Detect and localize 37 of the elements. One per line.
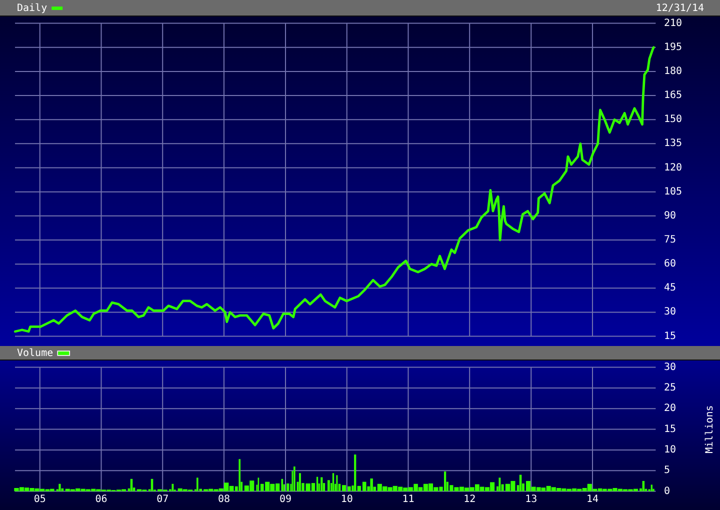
x-tick-label: 07: [156, 494, 169, 505]
y-tick-label: 0: [664, 486, 670, 497]
y-tick-label: 15: [664, 424, 676, 435]
legend-label: Daily: [17, 2, 48, 14]
y-tick-label: 60: [664, 258, 676, 270]
legend-label: Volume: [17, 348, 54, 359]
x-tick-label: 11: [402, 494, 414, 505]
text: 12/31/14: [656, 2, 704, 14]
x-tick-label: 05: [34, 494, 46, 505]
y-tick-label: 15: [664, 330, 676, 342]
x-tick-label: 10: [340, 494, 353, 505]
y-tick-label: 165: [664, 90, 682, 102]
y-tick-label: 105: [664, 186, 682, 198]
y-axis-title: Millions: [704, 405, 716, 454]
y-tick-label: 75: [664, 234, 676, 246]
x-tick-label: 14: [586, 494, 599, 505]
x-tick-label: 08: [218, 494, 230, 505]
bar: [286, 483, 290, 492]
y-tick-label: 25: [664, 382, 676, 394]
y-tick-label: 195: [664, 42, 682, 53]
x-tick-label: 12: [464, 494, 476, 505]
y-tick-label: 30: [664, 306, 676, 318]
y-tick-label: 10: [664, 444, 676, 456]
y-tick-label: 135: [664, 138, 682, 150]
y-tick-label: 150: [664, 114, 682, 126]
y-tick-label: 210: [664, 18, 682, 29]
y-tick-label: 120: [664, 162, 682, 174]
y-tick-label: 180: [664, 66, 682, 77]
y-tick-label: 5: [664, 465, 670, 476]
x-tick-label: 13: [525, 494, 538, 505]
y-tick-label: 20: [664, 403, 676, 414]
x-tick-label: 09: [279, 494, 292, 505]
line-series: [14, 46, 655, 333]
y-tick-label: 30: [664, 362, 676, 373]
y-tick-label: 90: [664, 210, 676, 222]
x-tick-label: 06: [95, 494, 108, 505]
y-tick-label: 45: [664, 282, 676, 294]
